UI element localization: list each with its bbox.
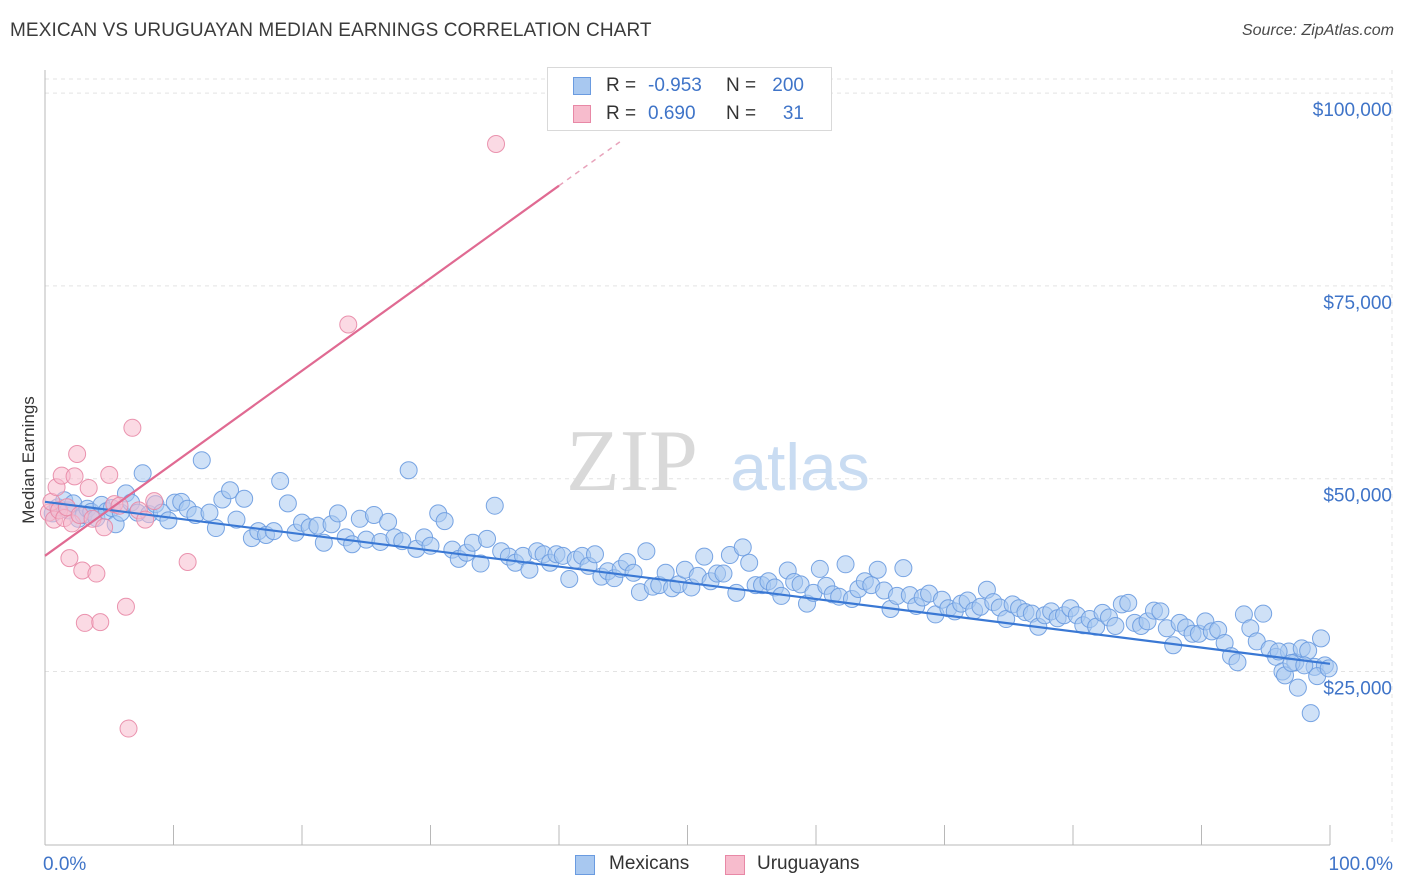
- bottom-legend-label-mexicans: Mexicans: [609, 853, 690, 874]
- tick-labels: $25,000 $50,000 $75,000 $100,000 0.0% 100.0%: [43, 100, 1393, 875]
- data-point: [487, 135, 506, 154]
- legend-swatch-uruguayans: [573, 105, 591, 123]
- data-point: [192, 451, 211, 470]
- data-point: [1288, 678, 1307, 697]
- watermark-atlas: atlas: [730, 430, 869, 504]
- data-point: [339, 315, 358, 334]
- data-point: [95, 518, 114, 537]
- data-point: [200, 503, 219, 522]
- data-point: [227, 510, 246, 529]
- data-point: [68, 445, 87, 464]
- data-point: [868, 560, 887, 579]
- chart-title: MEXICAN VS URUGUAYAN MEDIAN EARNINGS COR…: [10, 20, 652, 41]
- trend-line-uruguayans-extension: [558, 138, 624, 187]
- data-point: [116, 597, 135, 616]
- legend-n-label: N =: [726, 103, 757, 124]
- data-point: [727, 583, 746, 602]
- legend-n-value: 200: [772, 75, 804, 96]
- legend-swatch-mexicans: [573, 77, 591, 95]
- data-point: [714, 564, 733, 583]
- data-point: [810, 559, 829, 578]
- legend-r-label: R =: [606, 103, 637, 124]
- data-point: [1119, 593, 1138, 612]
- y-axis-label: Median Earnings: [19, 396, 38, 524]
- data-point: [1151, 602, 1170, 621]
- x-tick-label-start: 0.0%: [43, 854, 86, 875]
- data-point: [75, 613, 94, 632]
- data-point: [100, 465, 119, 484]
- data-point: [560, 569, 579, 588]
- watermark: ZIP atlas: [566, 413, 870, 510]
- data-point: [399, 461, 418, 480]
- trend-line-uruguayans: [44, 184, 560, 557]
- data-point: [656, 563, 675, 582]
- data-point: [379, 512, 398, 531]
- y-tick-label: $100,000: [1313, 100, 1392, 121]
- data-point: [178, 552, 197, 571]
- data-point: [1228, 653, 1247, 672]
- source-label: Source: ZipAtlas.com: [1241, 22, 1394, 39]
- data-point: [1312, 629, 1331, 648]
- data-point: [145, 492, 164, 511]
- data-point: [1106, 616, 1125, 635]
- data-point: [520, 560, 539, 579]
- data-point: [894, 559, 913, 578]
- data-point: [91, 613, 110, 632]
- data-point: [478, 529, 497, 548]
- bottom-legend-swatch-uruguayans: [725, 855, 745, 875]
- data-point: [836, 555, 855, 574]
- data-point: [60, 549, 79, 568]
- data-point: [159, 511, 178, 530]
- data-point: [133, 464, 152, 483]
- bottom-legend-label-uruguayans: Uruguayans: [757, 853, 860, 874]
- legend-row-mexicans: R = -0.953 N = 200: [548, 73, 831, 101]
- legend-r-value: -0.953: [648, 75, 702, 96]
- watermark-zip: ZIP: [566, 413, 698, 510]
- data-point: [1254, 604, 1273, 623]
- legend-n-label: N =: [726, 75, 757, 96]
- data-point: [740, 553, 759, 572]
- data-point: [585, 545, 604, 564]
- data-point: [485, 496, 504, 515]
- data-point: [791, 575, 810, 594]
- data-point: [119, 719, 138, 738]
- bottom-legend-swatch-mexicans: [575, 855, 595, 875]
- legend-row-uruguayans: R = 0.690 N = 31: [548, 101, 831, 129]
- data-point: [637, 542, 656, 561]
- data-point: [435, 512, 454, 531]
- legend-r-value: 0.690: [648, 103, 696, 124]
- data-point: [695, 547, 714, 566]
- data-point: [221, 481, 240, 500]
- legend-n-value: 31: [782, 103, 804, 124]
- data-point: [235, 489, 254, 508]
- y-tick-label: $50,000: [1323, 486, 1392, 507]
- data-point: [65, 467, 84, 486]
- data-point: [87, 564, 106, 583]
- x-tick-label-end: 100.0%: [1329, 854, 1394, 875]
- legend: R = -0.953 N = 200 R = 0.690 N = 31: [547, 67, 832, 131]
- axes: [44, 70, 1331, 846]
- data-point: [733, 538, 752, 557]
- trend-line-mexicans: [44, 500, 1331, 665]
- data-point: [624, 563, 643, 582]
- data-point: [123, 418, 142, 437]
- data-point: [79, 478, 98, 497]
- y-tick-label: $75,000: [1323, 293, 1392, 314]
- grid-lines: [45, 70, 1393, 845]
- data-point: [271, 472, 290, 491]
- data-point: [278, 494, 297, 513]
- data-point: [328, 504, 347, 523]
- series-uruguayans: [39, 135, 506, 738]
- y-tick-label: $25,000: [1323, 678, 1392, 699]
- data-point: [1301, 704, 1320, 723]
- trend-lines: [44, 138, 1331, 665]
- data-point: [471, 554, 490, 573]
- legend-r-label: R =: [606, 75, 637, 96]
